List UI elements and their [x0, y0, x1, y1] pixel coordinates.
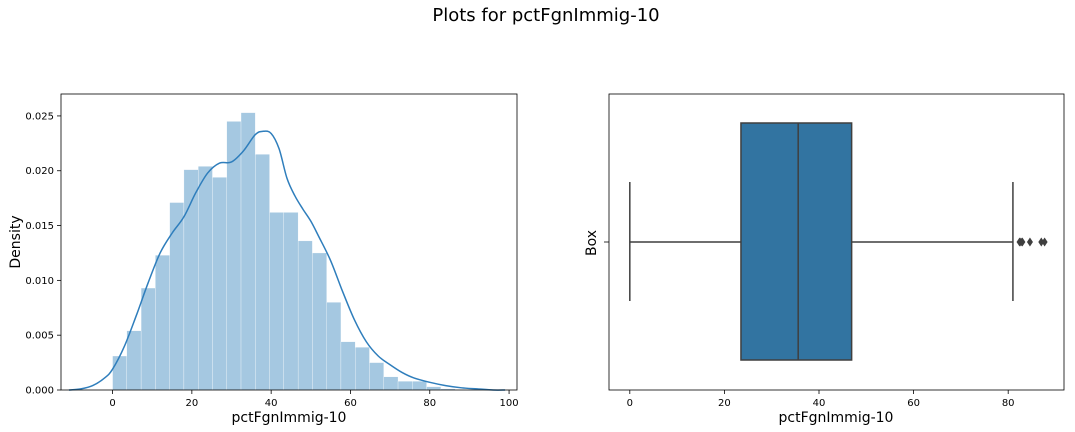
histogram-bar	[169, 202, 185, 391]
histogram-y-label: Density	[8, 215, 24, 268]
histogram-frame	[60, 93, 518, 391]
histogram-bar	[140, 287, 156, 391]
histogram-x-label: pctFgnImmig-10	[232, 410, 347, 426]
histogram-bar	[312, 252, 327, 391]
outlier-marker	[1026, 237, 1033, 247]
x-tick-label: 40	[265, 398, 278, 409]
outlier-marker	[1019, 237, 1026, 247]
histogram-bar	[355, 347, 370, 391]
boxplot-x-ticks: 0 20 40 60 80	[627, 390, 1015, 409]
x-tick-label: 60	[344, 398, 357, 409]
histogram-bar	[112, 355, 127, 391]
x-tick-label: 60	[907, 398, 920, 409]
kde-line	[68, 130, 506, 391]
histogram-bar	[255, 154, 270, 391]
boxplot-x-label: pctFgnImmig-10	[779, 410, 894, 426]
histogram-bar	[383, 376, 399, 391]
histogram-bar	[283, 212, 299, 391]
histogram-bar	[212, 177, 227, 391]
outlier-marker	[1041, 237, 1048, 247]
histogram-bar	[155, 255, 170, 391]
y-tick-label: 0.025	[25, 111, 54, 122]
histogram-bar	[226, 121, 242, 391]
histogram-bars	[112, 112, 456, 391]
outlier-marker	[1038, 237, 1045, 247]
histogram-bar	[369, 362, 384, 391]
boxplot-y-label: Box	[584, 230, 600, 256]
figure-title: Plots for pctFgnImmig-10	[432, 5, 659, 26]
boxplot-panel: 0 20 40 60 80 pctFgnImmig-10 Box	[584, 93, 1065, 426]
y-tick-label: 0.000	[25, 386, 54, 397]
histogram-bar	[397, 381, 413, 391]
x-tick-label: 80	[1002, 398, 1015, 409]
histogram-bar	[426, 386, 442, 391]
boxplot-elements	[629, 122, 1048, 361]
histogram-bar	[198, 166, 213, 391]
histogram-y-ticks: 0.000 0.005 0.010 0.015 0.020 0.025	[25, 111, 61, 397]
y-tick-label: 0.010	[25, 276, 54, 287]
histogram-bar	[126, 330, 142, 391]
histogram-bar	[326, 302, 342, 391]
histogram-bar	[340, 341, 356, 391]
histogram-bar	[297, 240, 313, 391]
x-tick-label: 0	[627, 398, 633, 409]
y-tick-label: 0.015	[25, 221, 54, 232]
histogram-bar	[269, 212, 284, 391]
y-tick-label: 0.020	[25, 166, 54, 177]
x-tick-label: 40	[813, 398, 826, 409]
x-tick-label: 80	[423, 398, 436, 409]
x-tick-label: 20	[718, 398, 731, 409]
histogram-bar	[240, 112, 256, 391]
histogram-bar	[412, 381, 427, 391]
x-tick-label: 20	[185, 398, 198, 409]
histogram-x-ticks: 0 20 40 60 80 100	[109, 390, 519, 409]
y-tick-label: 0.005	[25, 331, 54, 342]
x-tick-label: 100	[500, 398, 519, 409]
histogram-panel: 0 20 40 60 80 100 0.0000.0050.0100.0150.0200.…	[8, 93, 519, 426]
interquartile-box	[740, 122, 853, 361]
x-tick-label: 0	[109, 398, 115, 409]
